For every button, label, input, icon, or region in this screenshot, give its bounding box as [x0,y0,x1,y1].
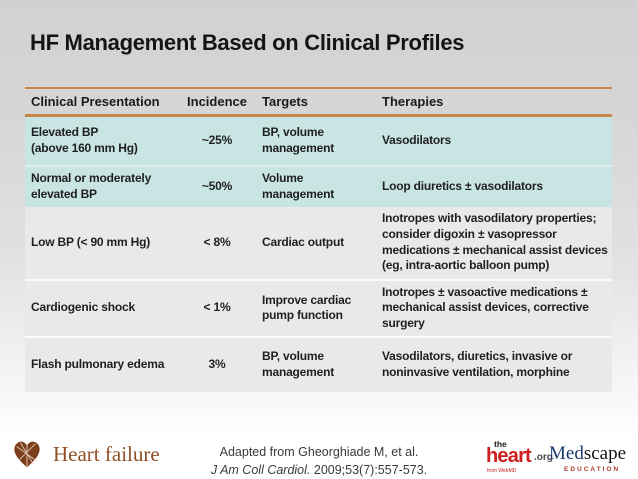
cell-therapies: Inotropes ± vasoactive medications ± mec… [382,284,589,331]
cell-incidence: ~50% [201,178,233,193]
cell-presentation: Low BP (< 90 mm Hg) [31,234,151,249]
table-row-flash-pulmonary-edema: Flash pulmonary edema 3% BP, volume mana… [25,336,612,393]
theheart-the: the [494,439,507,449]
citation-line2: J Am Coll Cardiol. 2009;53(7):557-573. [0,461,638,479]
citation: Adapted from Gheorghiade M, et al. J Am … [0,443,638,479]
hf-profiles-table: Clinical Presentation Incidence Targets … [25,87,612,393]
cell-incidence: < 1% [203,300,231,315]
table-row-cardiogenic-shock: Cardiogenic shock < 1% Improve cardiac p… [25,278,612,337]
medscape-wordmark: Medscape [549,443,626,465]
medscape-scape: scape [583,443,627,464]
table-header-row: Clinical Presentation Incidence Targets … [25,87,612,117]
medscape-logo: Medscape EDUCATION [549,443,626,473]
table-row-elevated-bp: Elevated BP (above 160 mm Hg) ~25% BP, v… [25,117,612,165]
cell-therapies: Vasodilators [382,133,451,148]
citation-journal: J Am Coll Cardiol. [210,463,311,478]
theheart-sub: from WebMD [487,468,517,474]
cell-presentation: Elevated BP (above 160 mm Hg) [31,125,138,155]
cell-presentation: Cardiogenic shock [31,300,135,315]
cell-incidence: ~25% [201,133,233,148]
cell-presentation: Flash pulmonary edema [31,357,165,372]
heart-failure-label: Heart failure [53,441,160,466]
header-therapies: Therapies [382,94,444,109]
cell-targets: Cardiac output [262,234,344,249]
cell-targets: Improve cardiac pump function [262,292,352,323]
cell-targets: BP, volume management [262,349,335,380]
cell-therapies: Vasodilators, diuretics, invasive or non… [382,349,573,380]
citation-line1: Adapted from Gheorghiade M, et al. [219,445,419,459]
cell-targets: Volume management [262,171,335,201]
table-row-normal-bp: Normal or moderately elevated BP ~50% Vo… [25,165,612,207]
cell-therapies: Inotropes with vasodilatory properties; … [382,211,608,273]
theheart-org-logo: the heart .org from WebMD [486,439,558,478]
header-clinical-presentation: Clinical Presentation [31,94,160,109]
theheart-org-suffix: .org [534,452,553,463]
cell-incidence: 3% [208,357,226,372]
header-incidence: Incidence [187,94,247,109]
slide-title: HF Management Based on Clinical Profiles [30,30,465,55]
citation-ref: 2009;53(7):557-573. [310,463,428,478]
cell-therapies: Loop diuretics ± vasodilators [382,178,543,193]
header-targets: Targets [262,94,308,109]
medscape-med: Med [549,443,584,464]
table-row-low-bp: Low BP (< 90 mm Hg) < 8% Cardiac output … [25,206,612,279]
cell-presentation: Normal or moderately elevated BP [31,171,152,201]
heart-failure-logo: Heart failure [10,438,160,470]
medscape-education-label: EDUCATION [564,466,621,473]
cell-targets: BP, volume management [262,125,335,155]
cell-incidence: < 8% [203,234,231,249]
theheart-heart: heart [486,445,532,467]
heart-icon [10,438,44,470]
